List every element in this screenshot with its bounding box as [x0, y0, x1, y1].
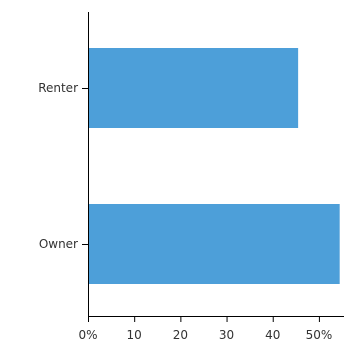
- x-tick-label: 50%: [306, 328, 333, 342]
- y-tick-label-renter: Renter: [38, 81, 78, 95]
- bar-renter: [89, 48, 299, 128]
- bars: [89, 48, 340, 284]
- y-axis: Renter Owner: [38, 12, 89, 316]
- y-tick-label-owner: Owner: [39, 237, 78, 251]
- x-tick-label: 10: [127, 328, 142, 342]
- bar-owner: [89, 204, 340, 284]
- x-axis: 0% 10 20 30 40 50%: [78, 316, 344, 342]
- x-tick-label: 40: [265, 328, 280, 342]
- x-tick-label: 30: [219, 328, 234, 342]
- x-tick-label: 0%: [78, 328, 97, 342]
- x-tick-label: 20: [173, 328, 188, 342]
